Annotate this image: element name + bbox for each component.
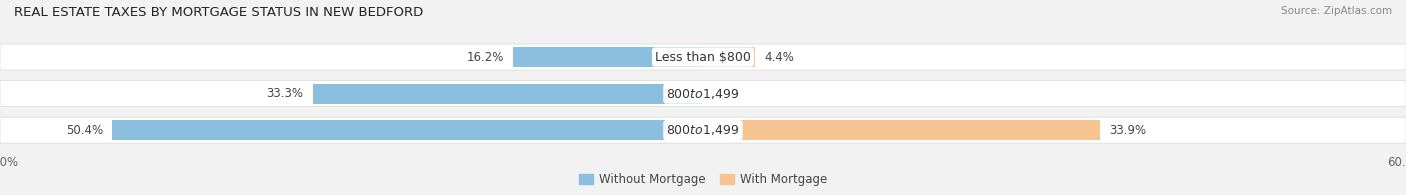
Text: 0.0%: 0.0% bbox=[713, 87, 742, 100]
FancyBboxPatch shape bbox=[0, 117, 1406, 143]
Bar bbox=[112, 120, 703, 140]
Bar bbox=[703, 47, 755, 67]
Text: 16.2%: 16.2% bbox=[467, 51, 503, 64]
Bar bbox=[314, 83, 703, 104]
FancyBboxPatch shape bbox=[0, 81, 1406, 107]
Legend: Without Mortgage, With Mortgage: Without Mortgage, With Mortgage bbox=[574, 168, 832, 191]
Text: 50.4%: 50.4% bbox=[66, 124, 103, 137]
Text: REAL ESTATE TAXES BY MORTGAGE STATUS IN NEW BEDFORD: REAL ESTATE TAXES BY MORTGAGE STATUS IN … bbox=[14, 6, 423, 19]
Text: Less than $800: Less than $800 bbox=[655, 51, 751, 64]
Text: $800 to $1,499: $800 to $1,499 bbox=[666, 87, 740, 101]
Text: 33.3%: 33.3% bbox=[267, 87, 304, 100]
Text: Source: ZipAtlas.com: Source: ZipAtlas.com bbox=[1281, 6, 1392, 16]
Bar bbox=[513, 47, 703, 67]
Text: $800 to $1,499: $800 to $1,499 bbox=[666, 123, 740, 137]
Text: 4.4%: 4.4% bbox=[763, 51, 794, 64]
Text: 33.9%: 33.9% bbox=[1109, 124, 1147, 137]
Bar bbox=[703, 120, 1099, 140]
FancyBboxPatch shape bbox=[0, 44, 1406, 70]
